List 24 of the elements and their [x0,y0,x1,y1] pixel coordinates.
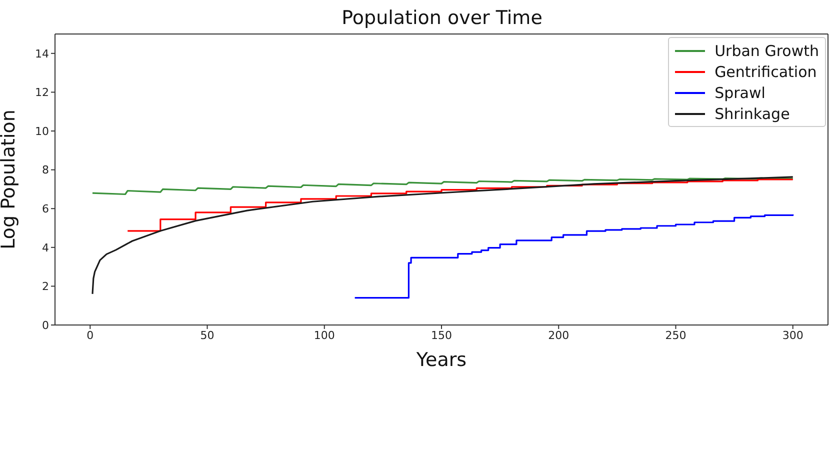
x-axis-title: Years [415,349,467,371]
y-tick-label: 10 [35,124,49,138]
line-series [92,176,794,295]
y-tick-label: 0 [42,318,49,332]
x-tick-label: 100 [314,328,335,342]
y-axis-title: Log Population [0,110,20,250]
legend-label: Urban Growth [714,42,819,60]
x-tick-label: 150 [431,328,452,342]
line-series [92,177,794,196]
x-tick-label: 50 [200,328,214,342]
x-tick-label: 250 [665,328,686,342]
legend-label: Sprawl [714,84,766,102]
legend-label: Gentrification [714,62,817,80]
x-tick-label: 300 [782,328,804,342]
x-tick-label: 200 [548,328,570,342]
y-tick-label: 12 [35,86,49,100]
x-tick-label: 0 [86,328,94,342]
y-tick-label: 14 [35,47,49,60]
legend-label: Shrinkage [714,104,790,122]
y-tick-label: 2 [42,280,49,294]
y-tick-label: 8 [42,164,49,177]
y-tick-label: 4 [42,241,49,254]
y-tick-label: 6 [42,202,49,216]
chart-title: Population over Time [340,7,544,29]
